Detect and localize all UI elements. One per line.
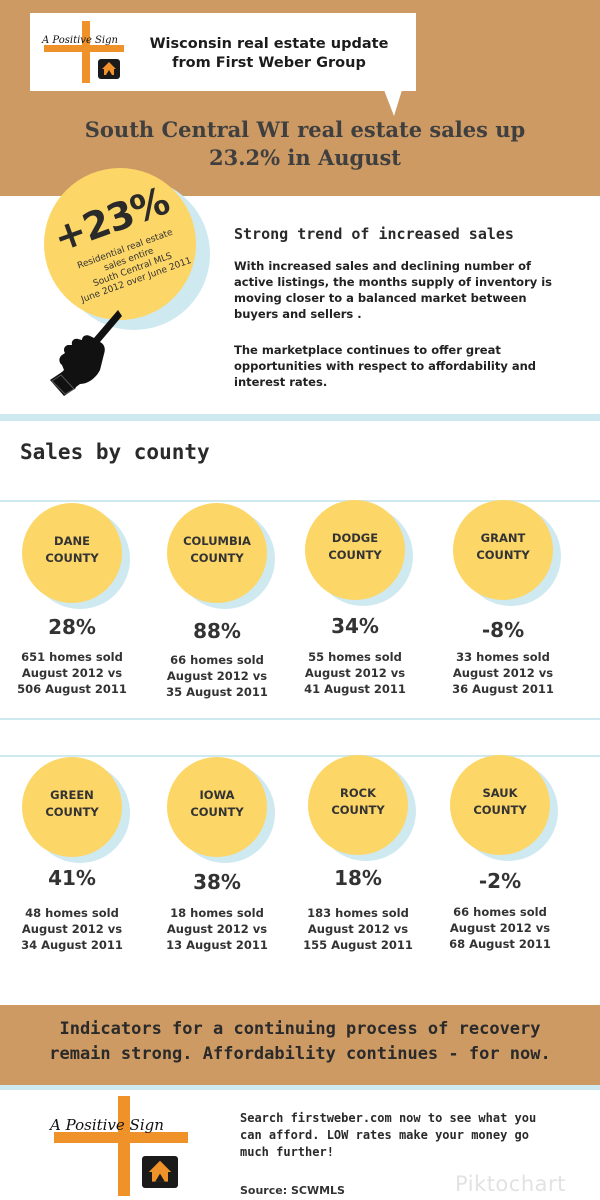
county-name: IOWA COUNTY: [190, 788, 244, 819]
county-name: COLUMBIA COUNTY: [183, 534, 251, 565]
county-percent: 88%: [193, 619, 241, 643]
county-circle: [450, 755, 550, 855]
bubble-text: Wisconsin real estate update from First …: [149, 36, 389, 71]
speech-bubble: A Positive Sign Wisconsin real estate up…: [30, 13, 416, 91]
county-percent: 34%: [331, 614, 379, 638]
county-sales: 55 homes sold August 2012 vs 41 August 201…: [304, 650, 406, 696]
county-sales: 18 homes sold August 2012 vs 13 August 201…: [166, 906, 268, 952]
county-name: GREEN COUNTY: [45, 788, 99, 819]
county-name: GRANT COUNTY: [476, 531, 530, 562]
county-percent: 38%: [193, 870, 241, 894]
county-circle: [167, 757, 267, 857]
county-sales: 183 homes sold August 2012 vs 155 August 2…: [303, 906, 413, 952]
indicators-text: Indicators for a continuing process of r…: [49, 1019, 551, 1064]
county-percent: -8%: [481, 618, 525, 642]
footer-call-to-action: Search firstweber.com now to see what yo…: [240, 1111, 537, 1159]
county-rock: ROCK COUNTY 18% 183 homes sold August 2012…: [303, 755, 438, 955]
county-name: DODGE COUNTY: [328, 531, 382, 562]
piktochart-watermark: Piktochart: [455, 1172, 566, 1196]
county-name: SAUK COUNTY: [473, 786, 527, 817]
county-iowa: IOWA COUNTY 38% 18 homes sold August 2012 …: [166, 757, 297, 957]
county-sales: 66 homes sold August 2012 vs 35 August 201…: [166, 653, 268, 699]
county-percent: 18%: [334, 866, 382, 890]
trend-title: Strong trend of increased sales: [234, 225, 514, 243]
county-percent: -2%: [478, 869, 522, 893]
county-circle: [22, 757, 122, 857]
county-dane: DANE COUNTY 28% 651 homes sold August 2012…: [17, 503, 152, 703]
section-divider: [0, 414, 600, 421]
source-credit: Source: SCWMLS: [240, 1184, 345, 1197]
positive-sign-logo: A Positive Sign: [38, 21, 128, 83]
county-sauk: SAUK COUNTY -2% 66 homes sold August 2012 …: [449, 755, 580, 955]
county-columbia: COLUMBIA COUNTY 88% 66 homes sold August 2…: [166, 503, 297, 703]
house-badge-icon: [98, 59, 120, 79]
footer-logo-signature: A Positive Sign: [50, 1116, 164, 1134]
county-percent: 41%: [48, 866, 96, 890]
county-name: DANE COUNTY: [45, 534, 99, 565]
indicators-underline: [0, 1085, 600, 1090]
trend-paragraph-2: The marketplace continues to offer great…: [234, 343, 537, 389]
county-circle: [167, 503, 267, 603]
stat-circle: [44, 168, 196, 320]
county-circle: [305, 500, 405, 600]
speech-bubble-tail: [384, 90, 402, 116]
counties-title: Sales by county: [20, 440, 210, 464]
indicators-banner: Indicators for a continuing process of r…: [0, 1005, 600, 1085]
page-headline: South Central WI real estate sales up 23…: [84, 117, 526, 170]
county-circle: [453, 500, 553, 600]
pointing-hand-icon: [50, 310, 122, 396]
footer-house-badge-icon: [142, 1156, 178, 1188]
county-dodge: DODGE COUNTY 34% 55 homes sold August 2012…: [304, 500, 435, 700]
county-name: ROCK COUNTY: [331, 786, 385, 817]
county-green: GREEN COUNTY 41% 48 homes sold August 2012…: [21, 757, 152, 957]
county-sales: 48 homes sold August 2012 vs 34 August 201…: [21, 906, 123, 952]
header-banner: A Positive Sign Wisconsin real estate up…: [0, 0, 600, 196]
county-sales: 651 homes sold August 2012 vs 506 August 2…: [17, 650, 127, 696]
county-percent: 28%: [48, 615, 96, 639]
county-grant: GRANT COUNTY -8% 33 homes sold August 2012…: [452, 500, 583, 700]
county-sales: 66 homes sold August 2012 vs 68 August 201…: [449, 905, 551, 951]
county-circle: [22, 503, 122, 603]
row-divider-mid: [0, 718, 600, 720]
trend-paragraph-1: With increased sales and declining numbe…: [234, 259, 553, 321]
county-circle: [308, 755, 408, 855]
row-divider-top: [0, 500, 600, 502]
logo-signature: A Positive Sign: [42, 35, 118, 46]
county-sales: 33 homes sold August 2012 vs 36 August 201…: [452, 650, 554, 696]
footer-positive-sign-logo: A Positive Sign: [46, 1096, 196, 1196]
row-divider-mid-2: [0, 755, 600, 757]
